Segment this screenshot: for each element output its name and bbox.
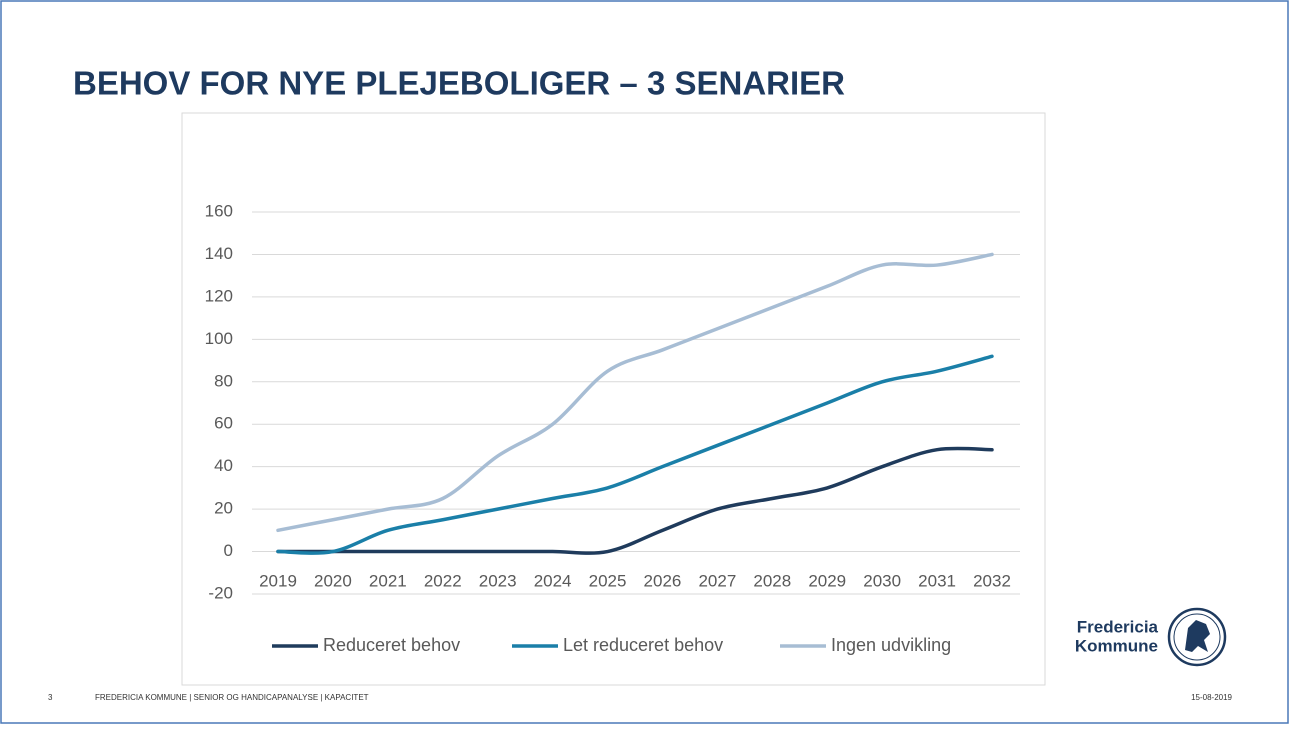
series-line bbox=[276, 354, 994, 555]
logo-text: Kommune bbox=[1075, 636, 1158, 655]
x-tick-label: 2021 bbox=[369, 571, 407, 590]
x-tick-label: 2020 bbox=[314, 571, 352, 590]
legend-label: Let reduceret behov bbox=[563, 635, 723, 655]
x-tick-label: 2029 bbox=[808, 571, 846, 590]
x-tick-label: 2026 bbox=[644, 571, 682, 590]
y-tick-label: 40 bbox=[214, 456, 233, 475]
y-tick-label: 160 bbox=[205, 201, 233, 220]
slide-title: BEHOV FOR NYE PLEJEBOLIGER – 3 SENARIER bbox=[73, 65, 845, 102]
y-tick-label: 80 bbox=[214, 371, 233, 390]
page-number: 3 bbox=[48, 693, 53, 702]
x-tick-label: 2022 bbox=[424, 571, 462, 590]
logo-text: Fredericia bbox=[1077, 617, 1159, 636]
legend-label: Reduceret behov bbox=[323, 635, 460, 655]
y-tick-label: 20 bbox=[214, 499, 233, 518]
y-tick-label: 0 bbox=[224, 541, 233, 560]
footer-date: 15-08-2019 bbox=[1191, 693, 1232, 702]
x-tick-label: 2032 bbox=[973, 571, 1011, 590]
y-tick-label: 60 bbox=[214, 414, 233, 433]
y-tick-label: 100 bbox=[205, 329, 233, 348]
y-tick-label: 120 bbox=[205, 286, 233, 305]
chart: -20 0 20 40 60 80 100 120 140 160 2019 2020 2021 2022… bbox=[205, 201, 1020, 655]
logo-emblem bbox=[1167, 607, 1227, 667]
chart-frame bbox=[181, 112, 1046, 686]
x-tick-label: 2025 bbox=[589, 571, 627, 590]
x-tick-label: 2023 bbox=[479, 571, 517, 590]
y-tick-label: -20 bbox=[208, 583, 233, 602]
y-tick-label: 140 bbox=[205, 244, 233, 263]
x-tick-label: 2019 bbox=[259, 571, 297, 590]
x-tick-label: 2027 bbox=[698, 571, 736, 590]
x-tick-label: 2028 bbox=[753, 571, 791, 590]
series-line bbox=[276, 446, 994, 555]
footer-text: FREDERICIA KOMMUNE | SENIOR OG HANDICAPA… bbox=[95, 693, 369, 702]
x-tick-label: 2031 bbox=[918, 571, 956, 590]
series-line bbox=[276, 252, 994, 533]
legend-label: Ingen udvikling bbox=[831, 635, 951, 655]
x-tick-label: 2024 bbox=[534, 571, 572, 590]
x-tick-label: 2030 bbox=[863, 571, 901, 590]
